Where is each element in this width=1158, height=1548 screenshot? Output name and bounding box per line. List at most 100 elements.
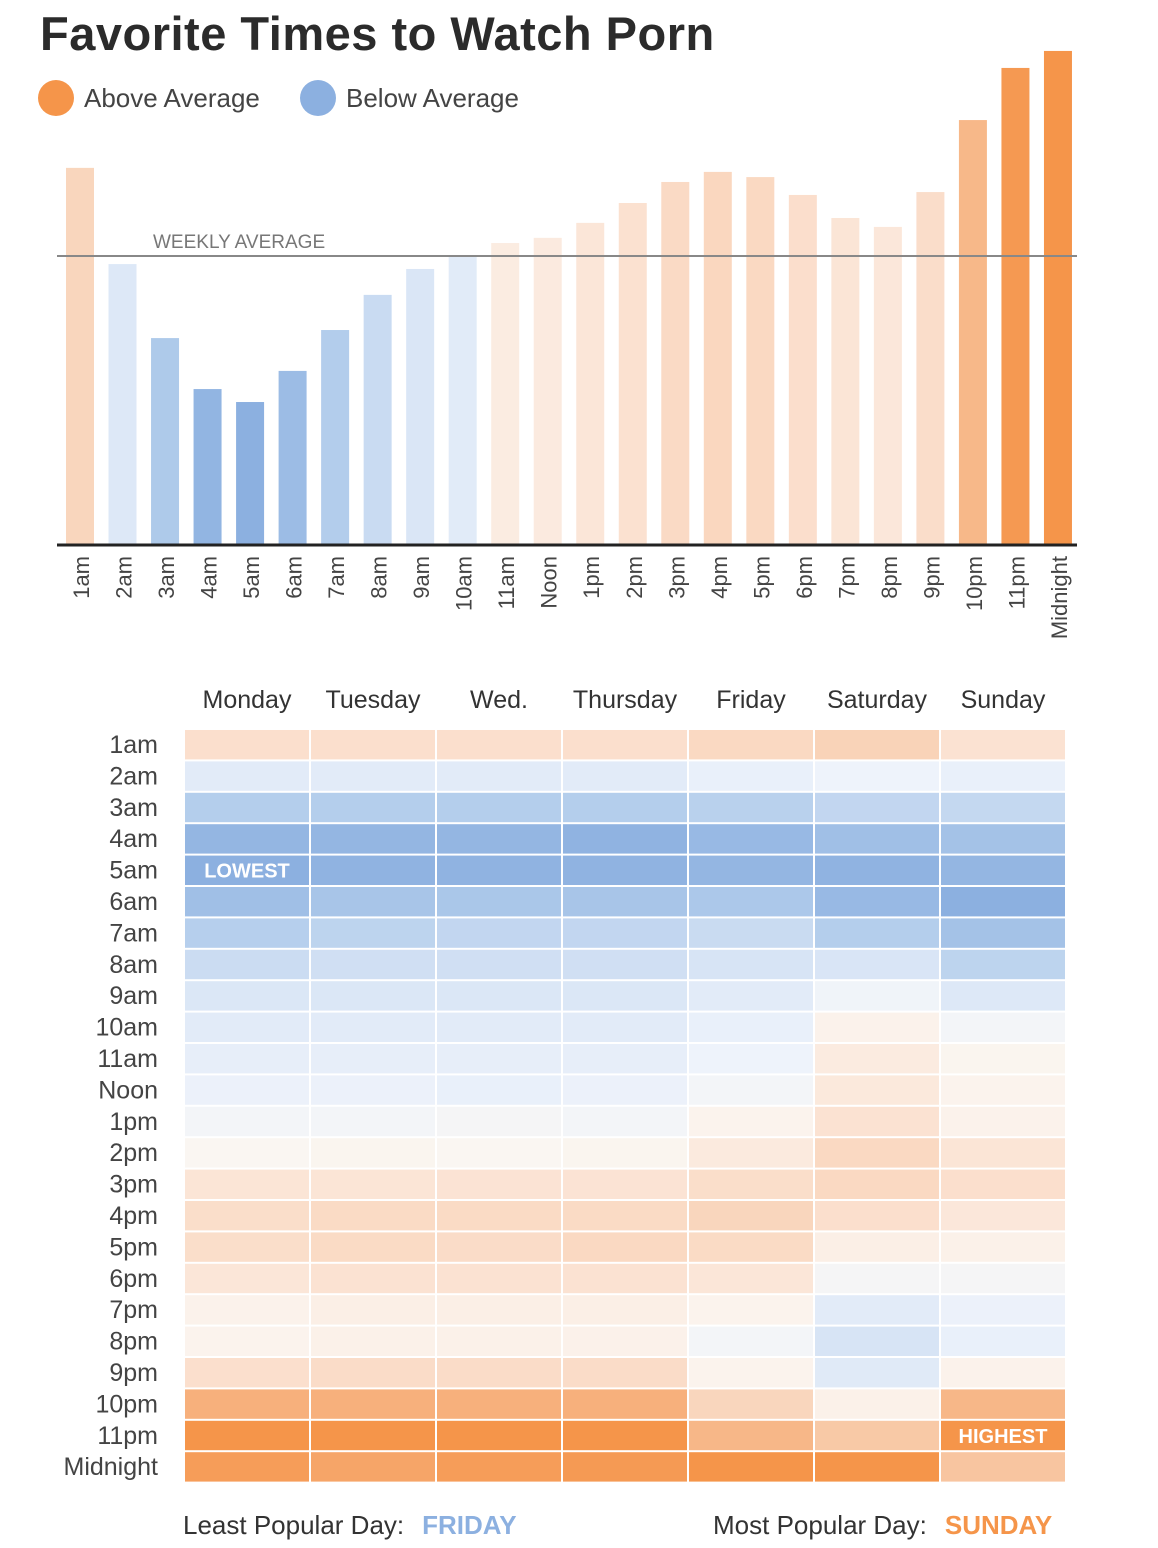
row-label-6am: 6am [109, 888, 158, 916]
most-popular-value: SUNDAY [944, 1510, 1053, 1540]
heatmap-cell [437, 918, 561, 948]
bar-7am [321, 330, 350, 544]
least-popular-label: Least Popular Day: [183, 1510, 405, 1540]
heatmap-cell [563, 1012, 687, 1042]
bar-8pm [873, 226, 902, 545]
heatmap-cell [437, 824, 561, 854]
heatmap-cell [563, 1295, 687, 1325]
x-tick-label: 6am [282, 556, 307, 599]
heatmap-cell [563, 855, 687, 885]
heatmap-cell [185, 1358, 309, 1388]
heatmap-cell [689, 1044, 813, 1074]
column-header-tuesday: Tuesday [326, 686, 421, 714]
heatmap-cell [563, 730, 687, 760]
heatmap-cell [311, 1138, 435, 1168]
heatmap-cell [941, 761, 1065, 791]
bar-5am [236, 402, 265, 544]
heatmap-cell [437, 1326, 561, 1356]
heatmap-cell [815, 1420, 939, 1451]
most-popular-label: Most Popular Day: [713, 1510, 927, 1540]
most-popular-day: Most Popular Day: SUNDAY [713, 1510, 1052, 1541]
heatmap-cell [815, 1263, 939, 1294]
row-label-1am: 1am [109, 731, 158, 759]
bar-9pm [916, 192, 945, 544]
heatmap-cell [689, 918, 813, 948]
heatmap-cell [689, 1295, 813, 1325]
heatmap-cell [941, 1263, 1065, 1294]
legend-label: Above Average [84, 82, 260, 113]
heatmap-cell [941, 887, 1065, 917]
row-label-9pm: 9pm [109, 1359, 158, 1387]
heatmap-cell [689, 1138, 813, 1168]
row-label-3am: 3am [109, 794, 158, 822]
bar-noon [533, 237, 562, 544]
x-tick-label: 2pm [622, 556, 647, 599]
bar-3pm [661, 181, 690, 544]
heatmap-cell [563, 1420, 687, 1451]
row-label-1pm: 1pm [109, 1108, 158, 1136]
heatmap-cell [437, 855, 561, 885]
heatmap-cell [437, 1295, 561, 1325]
heatmap-cell [689, 949, 813, 980]
heatmap-cell [185, 1201, 309, 1231]
x-tick-label: 10pm [962, 556, 987, 611]
bar-3am [151, 338, 180, 544]
row-label-4pm: 4pm [109, 1202, 158, 1230]
heatmap-cell [311, 1106, 435, 1137]
heatmap-cell [941, 730, 1065, 760]
heatmap-cell [815, 949, 939, 980]
heatmap-cell [185, 1075, 309, 1105]
heatmap-cell [185, 792, 309, 823]
heatmap-cell [815, 1358, 939, 1388]
heatmap-cell [815, 887, 939, 917]
heatmap-cell [311, 949, 435, 980]
heatmap-cell [563, 1169, 687, 1199]
heatmap-cell [185, 855, 309, 885]
x-tick-label: 4am [197, 556, 222, 599]
heatmap-cell [185, 949, 309, 980]
heatmap-cell [437, 1358, 561, 1388]
x-tick-label: 8am [367, 556, 392, 599]
heatmap-cell [437, 1138, 561, 1168]
bar-1am [66, 167, 94, 544]
bar-10am [448, 256, 477, 544]
heatmap-cell [815, 981, 939, 1011]
heatmap-cell [311, 1263, 435, 1294]
heatmap-cell [941, 1326, 1065, 1356]
heatmap-cell [437, 887, 561, 917]
x-tick-label: 5pm [749, 556, 774, 599]
heatmap-cell [941, 1106, 1065, 1137]
row-label-11am: 11am [97, 1045, 158, 1073]
heatmap-cell [563, 1389, 687, 1419]
heatmap-cell [815, 1106, 939, 1137]
heatmap-cell [689, 981, 813, 1011]
heatmap-cell [689, 1075, 813, 1105]
heatmap-cell [563, 1106, 687, 1137]
annotation-highest: HIGHEST [959, 1426, 1048, 1448]
heatmap-cell [437, 1452, 561, 1482]
heatmap-cell [437, 1012, 561, 1042]
heatmap-cell [941, 1389, 1065, 1419]
heatmap-cell [437, 1106, 561, 1137]
heatmap-cell [563, 1201, 687, 1231]
x-tick-label: Noon [537, 556, 562, 609]
heatmap-cell [815, 918, 939, 948]
heatmap-cell [941, 1012, 1065, 1042]
heatmap-cell [941, 981, 1065, 1011]
heatmap-cell [815, 1326, 939, 1356]
heatmap-cell [311, 855, 435, 885]
heatmap-cell [689, 824, 813, 854]
heatmap-cell [437, 1232, 561, 1262]
least-popular-day: Least Popular Day: FRIDAY [183, 1510, 517, 1541]
x-tick-label: 3am [154, 556, 179, 599]
heatmap-cell [185, 1295, 309, 1325]
heatmap-cell [941, 1358, 1065, 1388]
bar-11pm [1001, 67, 1030, 544]
heatmap-cell [563, 949, 687, 980]
heatmap-cell [437, 1201, 561, 1231]
heatmap-cell [185, 887, 309, 917]
x-tick-label: 4pm [707, 556, 732, 599]
heatmap-cell [311, 1420, 435, 1451]
heatmap-cell [311, 1326, 435, 1356]
